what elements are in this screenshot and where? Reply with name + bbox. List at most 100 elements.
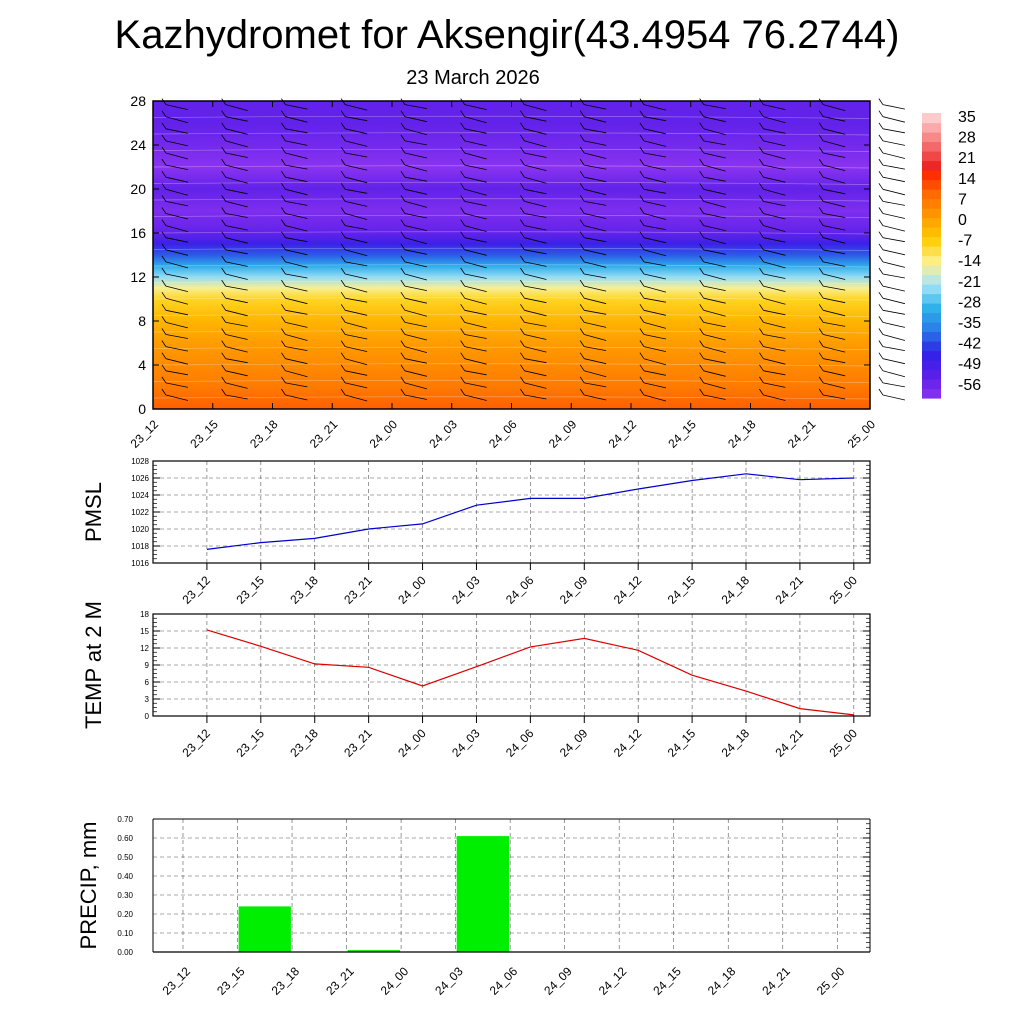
- x-tick-label: 24_18: [719, 573, 753, 607]
- colorbar-label: -42: [958, 336, 981, 353]
- x-tick-label: 24_18: [725, 417, 759, 451]
- colorbar-swatch: [922, 303, 941, 314]
- colorbar-swatch: [922, 369, 941, 380]
- wind-barb-column: [878, 98, 906, 401]
- colorbar-label: -28: [958, 294, 981, 311]
- isotherm-line: [152, 280, 871, 284]
- wind-barb-column: [639, 98, 667, 402]
- isotherm-line: [152, 264, 871, 268]
- precip-panel: 0.00 0.10 0.20 0.30 0.40 0.50 0.60 0.70 23_12 23_…: [76, 815, 871, 998]
- y-tick-label: 6: [145, 678, 150, 687]
- x-tick-label: 24_15: [650, 964, 684, 998]
- x-tick-label: 23_18: [247, 417, 281, 451]
- x-tick-label: 24_12: [606, 417, 640, 451]
- colorbar-swatch: [922, 227, 941, 238]
- isotherm-line: [152, 148, 871, 152]
- colorbar-swatch: [922, 255, 941, 266]
- colorbar-label: -7: [958, 233, 972, 250]
- wind-barb-column: [460, 98, 487, 401]
- x-tick-label: 24_09: [557, 573, 591, 607]
- x-tick-label: 25_00: [845, 417, 879, 451]
- x-tick-label: 24_09: [541, 964, 575, 998]
- x-tick-label: 24_09: [557, 726, 591, 760]
- colorbar-swatch: [922, 179, 941, 190]
- x-tick-label: 25_00: [814, 964, 848, 998]
- y-tick-label: 3: [145, 695, 150, 704]
- x-tick-label: 24_03: [449, 573, 483, 607]
- x-tick-label: 24_00: [367, 417, 401, 451]
- panel-frame: [152, 613, 871, 717]
- colorbar-swatch: [922, 208, 941, 219]
- colorbar-swatch: [922, 341, 941, 352]
- isotherm-line: [152, 330, 871, 334]
- y-tick-label: 0: [138, 401, 146, 417]
- wind-barb-column: [281, 98, 308, 401]
- x-tick-label: 23_15: [233, 573, 267, 607]
- x-tick-label: 24_00: [395, 573, 429, 607]
- x-tick-label: 23_15: [214, 964, 248, 998]
- isotherm-line: [152, 247, 871, 251]
- colorbar-label: 28: [958, 130, 976, 147]
- y-tick-label: 0.60: [117, 834, 133, 843]
- x-tick-label: 24_03: [449, 726, 483, 760]
- colorbar-swatch: [922, 170, 941, 181]
- x-tick-label: 24_21: [785, 417, 819, 451]
- x-tick-label: 24_21: [773, 726, 807, 760]
- isotherm-line: [152, 181, 871, 185]
- x-tick-label: 23_12: [128, 417, 162, 451]
- y-tick-label: 28: [130, 93, 146, 109]
- upper-air-panel: 0 4 8 12 16 20 24 28 23_12 23_15 23_18 23_21 24_00 24…: [128, 93, 906, 451]
- wind-barbs: [161, 98, 906, 402]
- x-tick-label: 23_18: [269, 964, 303, 998]
- wind-barb-column: [221, 98, 248, 400]
- y-tick-label: 20: [130, 181, 146, 197]
- y-tick-label: 1022: [131, 508, 149, 517]
- colorbar-label: -21: [958, 274, 981, 291]
- colorbar-swatch: [922, 160, 941, 171]
- colorbar-swatch: [922, 151, 941, 162]
- colorbar-swatch: [922, 198, 941, 209]
- isotherm-line: [152, 198, 871, 202]
- colorbar-label: -35: [958, 315, 981, 332]
- colorbar-swatch: [922, 113, 941, 124]
- colorbar-swatch: [922, 122, 941, 133]
- y-tick-label: 0.20: [117, 910, 133, 919]
- isotherm-line: [152, 214, 871, 218]
- x-tick-label: 24_18: [705, 964, 739, 998]
- isotherm-line: [152, 313, 871, 317]
- wind-barb-column: [759, 98, 786, 401]
- colorbar: 35 28 21 14 7 0 -7 -14 -21 -28 -35 -42 -49 -56: [922, 109, 981, 399]
- x-tick-label: 24_21: [759, 964, 793, 998]
- x-tick-label: 23_21: [323, 964, 357, 998]
- y-tick-label: 0.10: [117, 929, 133, 938]
- y-tick-label: 8: [138, 313, 146, 329]
- isotherm-line: [152, 363, 871, 367]
- colorbar-swatch: [922, 141, 941, 152]
- y-tick-label: 1024: [131, 491, 149, 500]
- y-tick-label: 0.50: [117, 853, 133, 862]
- y-tick-label: 15: [140, 627, 149, 636]
- x-tick-label: 23_21: [341, 726, 375, 760]
- colorbar-swatch: [922, 360, 941, 371]
- y-tick-label: 1028: [131, 457, 149, 466]
- chart-title: Kazhydromet for Aksengir(43.4954 76.2744…: [114, 13, 900, 57]
- y-tick-label: 18: [140, 610, 149, 619]
- colorbar-swatch: [922, 236, 941, 247]
- x-tick-label: 23_12: [160, 964, 194, 998]
- isotherm-line: [152, 379, 871, 383]
- precip-bar: [347, 950, 400, 952]
- chart-subtitle: 23 March 2026: [406, 67, 540, 89]
- wind-barb-column: [699, 98, 726, 400]
- x-tick-label: 24_03: [432, 964, 466, 998]
- colorbar-label: -14: [958, 253, 981, 270]
- wind-barb-column: [818, 98, 846, 400]
- colorbar-swatch: [922, 284, 941, 295]
- x-tick-label: 23_21: [307, 417, 341, 451]
- x-tick-label: 23_12: [180, 573, 214, 607]
- x-tick-label: 23_15: [187, 417, 221, 451]
- colorbar-swatch: [922, 312, 941, 323]
- colorbar-swatch: [922, 189, 941, 200]
- colorbar-label: 14: [958, 171, 976, 188]
- colorbar-label: 7: [958, 191, 967, 208]
- y-tick-label: 1020: [131, 525, 149, 534]
